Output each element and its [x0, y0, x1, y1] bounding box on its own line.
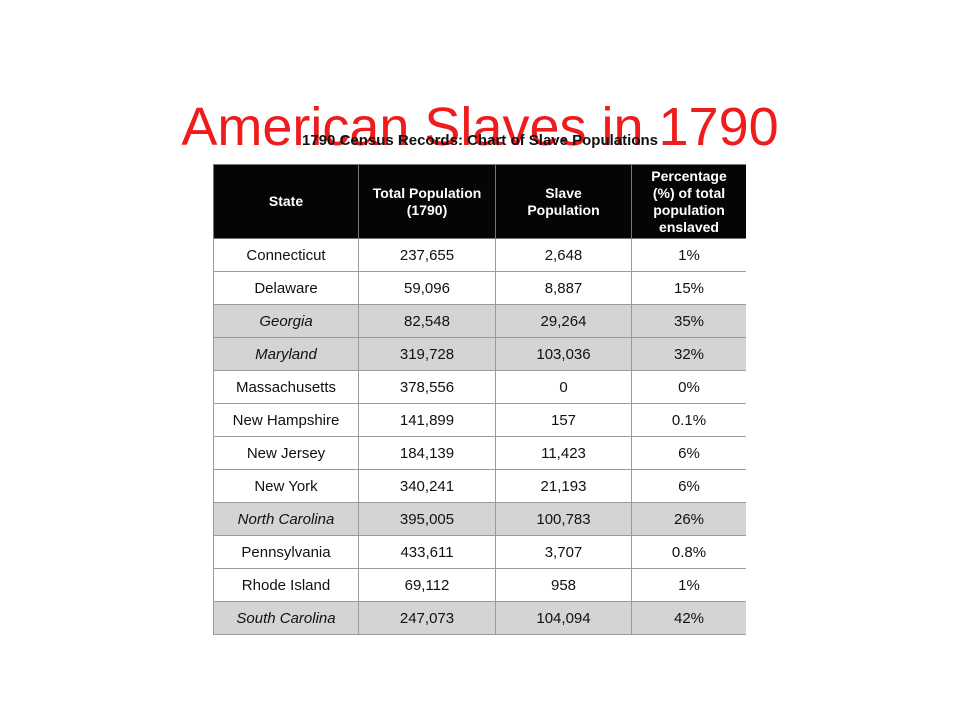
census-table: State Total Population (1790) Slave Popu…: [213, 164, 746, 635]
percentage-cell: 42%: [631, 601, 746, 635]
table-row: Delaware 59,096 8,887 15%: [213, 271, 746, 305]
table-row: Georgia 82,548 29,264 35%: [213, 304, 746, 338]
state-cell: New Jersey: [213, 436, 359, 470]
state-cell: Delaware: [213, 271, 359, 305]
slave-population-cell: 11,423: [495, 436, 632, 470]
total-population-cell: 237,655: [358, 238, 496, 272]
table-row: Connecticut 237,655 2,648 1%: [213, 238, 746, 272]
percentage-cell: 1%: [631, 568, 746, 602]
percentage-cell: 0.1%: [631, 403, 746, 437]
percentage-cell: 1%: [631, 238, 746, 272]
slave-population-cell: 3,707: [495, 535, 632, 569]
percentage-cell: 6%: [631, 436, 746, 470]
slave-population-cell: 958: [495, 568, 632, 602]
percentage-cell: 6%: [631, 469, 746, 503]
state-cell: Connecticut: [213, 238, 359, 272]
total-population-cell: 141,899: [358, 403, 496, 437]
state-cell: New Hampshire: [213, 403, 359, 437]
header-percentage-enslaved: Percentage (%) of total population ensla…: [631, 164, 746, 239]
slave-population-cell: 157: [495, 403, 632, 437]
table-row: New Hampshire 141,899 157 0.1%: [213, 403, 746, 437]
slave-population-cell: 100,783: [495, 502, 632, 536]
table-row: Maryland 319,728 103,036 32%: [213, 337, 746, 371]
slave-population-cell: 21,193: [495, 469, 632, 503]
percentage-cell: 35%: [631, 304, 746, 338]
table-row: South Carolina 247,073 104,094 42%: [213, 601, 746, 635]
state-cell: Rhode Island: [213, 568, 359, 602]
table-row: New Jersey 184,139 11,423 6%: [213, 436, 746, 470]
total-population-cell: 319,728: [358, 337, 496, 371]
slave-population-cell: 2,648: [495, 238, 632, 272]
slave-population-cell: 104,094: [495, 601, 632, 635]
slave-population-cell: 0: [495, 370, 632, 404]
table-row: Rhode Island 69,112 958 1%: [213, 568, 746, 602]
table-caption: 1790 Census Records: Chart of Slave Popu…: [302, 132, 658, 149]
table-header-row: State Total Population (1790) Slave Popu…: [213, 164, 746, 239]
total-population-cell: 378,556: [358, 370, 496, 404]
table-row: North Carolina 395,005 100,783 26%: [213, 502, 746, 536]
total-population-cell: 82,548: [358, 304, 496, 338]
percentage-cell: 0.8%: [631, 535, 746, 569]
percentage-cell: 26%: [631, 502, 746, 536]
header-state: State: [213, 164, 359, 239]
state-cell: North Carolina: [213, 502, 359, 536]
total-population-cell: 69,112: [358, 568, 496, 602]
header-total-population: Total Population (1790): [358, 164, 496, 239]
table-body: Connecticut 237,655 2,648 1% Delaware 59,096 8…: [213, 238, 746, 635]
percentage-cell: 0%: [631, 370, 746, 404]
state-cell: Massachusetts: [213, 370, 359, 404]
table-row: Massachusetts 378,556 0 0%: [213, 370, 746, 404]
percentage-cell: 15%: [631, 271, 746, 305]
total-population-cell: 59,096: [358, 271, 496, 305]
slave-population-cell: 103,036: [495, 337, 632, 371]
total-population-cell: 340,241: [358, 469, 496, 503]
total-population-cell: 247,073: [358, 601, 496, 635]
table-row: Pennsylvania 433,611 3,707 0.8%: [213, 535, 746, 569]
slave-population-cell: 8,887: [495, 271, 632, 305]
census-table-container: State Total Population (1790) Slave Popu…: [213, 164, 746, 642]
total-population-cell: 184,139: [358, 436, 496, 470]
slave-population-cell: 29,264: [495, 304, 632, 338]
state-cell: South Carolina: [213, 601, 359, 635]
total-population-cell: 395,005: [358, 502, 496, 536]
state-cell: Georgia: [213, 304, 359, 338]
state-cell: Maryland: [213, 337, 359, 371]
header-slave-population: Slave Population: [495, 164, 632, 239]
total-population-cell: 433,611: [358, 535, 496, 569]
slide-title: American Slaves in 1790: [181, 97, 779, 158]
state-cell: New York: [213, 469, 359, 503]
state-cell: Pennsylvania: [213, 535, 359, 569]
percentage-cell: 32%: [631, 337, 746, 371]
table-row: New York 340,241 21,193 6%: [213, 469, 746, 503]
